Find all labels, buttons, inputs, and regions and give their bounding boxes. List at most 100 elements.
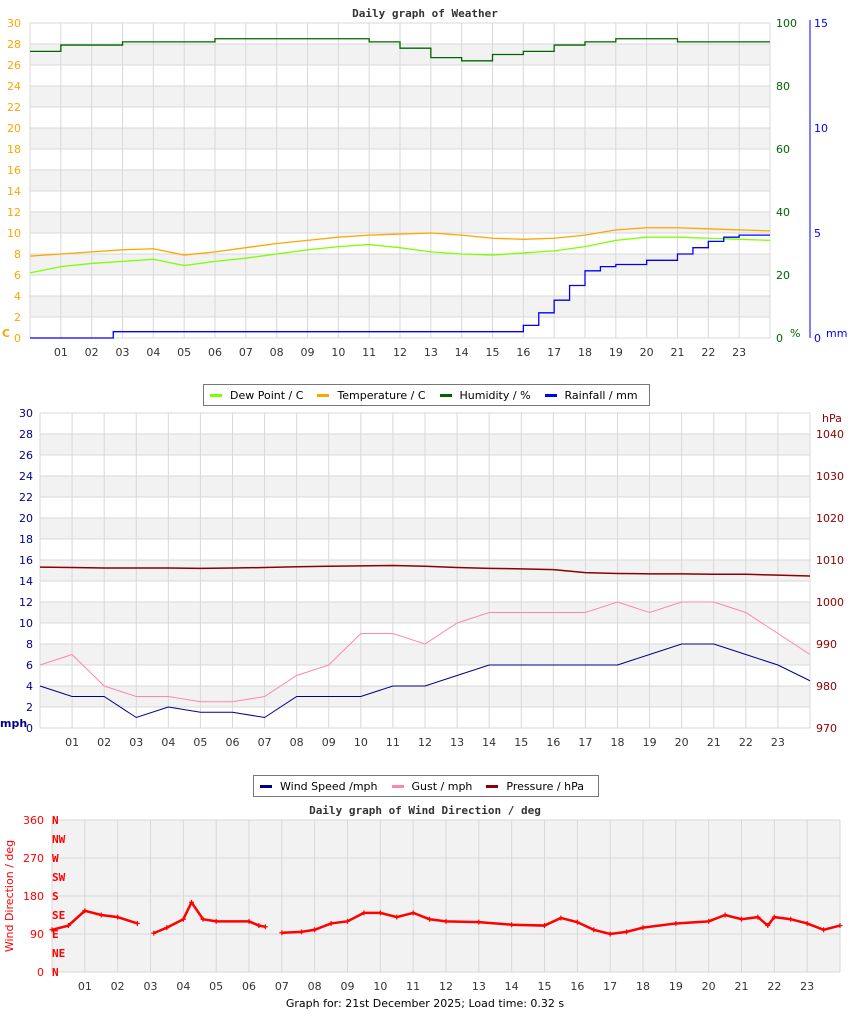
- y2-tick-label: 1040: [816, 428, 844, 441]
- x-tick-label: 22: [701, 346, 715, 359]
- direction-point: [542, 923, 547, 929]
- x-tick-label: 01: [78, 980, 92, 993]
- x-tick-label: 16: [516, 346, 530, 359]
- y-tick-label: 10: [19, 617, 33, 630]
- x-tick-label: 23: [800, 980, 814, 993]
- direction-point: [164, 925, 170, 931]
- direction-point: [591, 927, 597, 933]
- y-tick-label: 20: [7, 122, 21, 135]
- direction-point: [788, 916, 794, 922]
- x-tick-label: 18: [611, 736, 625, 749]
- x-tick-label: 14: [455, 346, 469, 359]
- compass-label: NE: [52, 947, 65, 960]
- compass-label: N: [52, 814, 59, 827]
- y3-axis-label: mm: [826, 327, 847, 340]
- direction-point: [115, 914, 121, 920]
- chart-title: Daily graph of Weather: [352, 7, 498, 20]
- y2-tick-label: 1000: [816, 596, 844, 609]
- y2-axis-label: hPa: [822, 412, 842, 425]
- y-tick-label: 360: [23, 814, 44, 827]
- direction-point: [345, 918, 350, 924]
- x-tick-label: 03: [116, 346, 130, 359]
- series-wind-speed-mph: [39, 643, 811, 719]
- y-tick-label: 6: [14, 269, 21, 282]
- direction-point: [312, 927, 318, 933]
- legend-item-gust: Gust / mph: [391, 780, 472, 793]
- y3-tick-label: 15: [814, 17, 828, 30]
- x-tick-label: 13: [472, 980, 486, 993]
- x-tick-label: 20: [702, 980, 716, 993]
- y-tick-label: 12: [19, 596, 33, 609]
- x-tick-label: 19: [643, 736, 657, 749]
- y-tick-label: 2: [26, 701, 33, 714]
- y-tick-label: 26: [19, 449, 33, 462]
- direction-point: [189, 899, 195, 905]
- series-humidity-: [30, 38, 770, 62]
- y-tick-label: 18: [7, 143, 21, 156]
- legend-label: Rainfall / mm: [564, 388, 638, 402]
- x-tick-label: 22: [739, 736, 753, 749]
- legend-item-dew-point: Dew Point / C: [210, 389, 303, 402]
- direction-point: [134, 920, 140, 926]
- x-tick-label: 11: [362, 346, 376, 359]
- legend-label: Wind Speed /mph: [280, 779, 378, 793]
- x-tick-label: 05: [209, 980, 223, 993]
- direction-point: [279, 930, 285, 936]
- x-tick-label: 23: [771, 736, 785, 749]
- direction-point: [443, 918, 449, 924]
- y-tick-label: 0: [14, 332, 21, 345]
- x-tick-label: 16: [570, 980, 584, 993]
- x-tick-label: 17: [547, 346, 561, 359]
- x-tick-label: 07: [239, 346, 253, 359]
- compass-label: SW: [52, 871, 66, 884]
- compass-label: E: [52, 928, 59, 941]
- x-tick-label: 15: [486, 346, 500, 359]
- x-tick-label: 15: [514, 736, 528, 749]
- direction-point: [82, 908, 88, 914]
- direction-point: [49, 927, 55, 933]
- x-tick-label: 18: [578, 346, 592, 359]
- direction-point: [262, 924, 268, 930]
- y-axis-label: C: [2, 327, 10, 340]
- direction-point: [394, 914, 400, 920]
- y-tick-label: 180: [23, 890, 44, 903]
- y-tick-label: 8: [14, 248, 21, 261]
- x-tick-label: 13: [424, 346, 438, 359]
- x-tick-label: 04: [146, 346, 160, 359]
- y-tick-label: 16: [7, 164, 21, 177]
- x-tick-label: 02: [85, 346, 99, 359]
- y2-tick-label: 980: [816, 680, 837, 693]
- legend-label: Dew Point / C: [230, 388, 304, 402]
- x-tick-label: 17: [578, 736, 592, 749]
- y2-tick-label: 1010: [816, 554, 844, 567]
- direction-point: [624, 929, 630, 935]
- x-tick-label: 06: [208, 346, 222, 359]
- y-tick-label: 4: [14, 290, 21, 303]
- x-tick-label: 02: [97, 736, 111, 749]
- y3-tick-label: 5: [814, 227, 821, 240]
- y-tick-label: 2: [14, 311, 21, 324]
- x-tick-label: 03: [129, 736, 143, 749]
- series-pressure-hpa: [39, 564, 811, 577]
- x-tick-label: 12: [393, 346, 407, 359]
- direction-point: [673, 920, 679, 926]
- compass-label: S: [52, 890, 59, 903]
- direction-point: [361, 910, 367, 916]
- compass-label: NW: [52, 833, 66, 846]
- x-tick-label: 11: [406, 980, 420, 993]
- direction-point: [574, 919, 580, 925]
- footer-text: Graph for: 21st December 2025; Load time…: [285, 997, 565, 1010]
- series-dew-point-c: [29, 236, 771, 274]
- series-temperature-c: [29, 227, 771, 257]
- direction-point: [65, 923, 71, 929]
- legend-item-temperature: Temperature / C: [317, 389, 426, 402]
- y-tick-label: 30: [7, 17, 21, 30]
- direction-point: [246, 918, 252, 924]
- compass-label: SE: [52, 909, 65, 922]
- legend-item-wind-speed: Wind Speed /mph: [260, 780, 378, 793]
- y-tick-label: 16: [19, 554, 33, 567]
- x-tick-label: 15: [538, 980, 552, 993]
- direction-point: [427, 916, 433, 922]
- y2-tick-label: 80: [776, 80, 790, 93]
